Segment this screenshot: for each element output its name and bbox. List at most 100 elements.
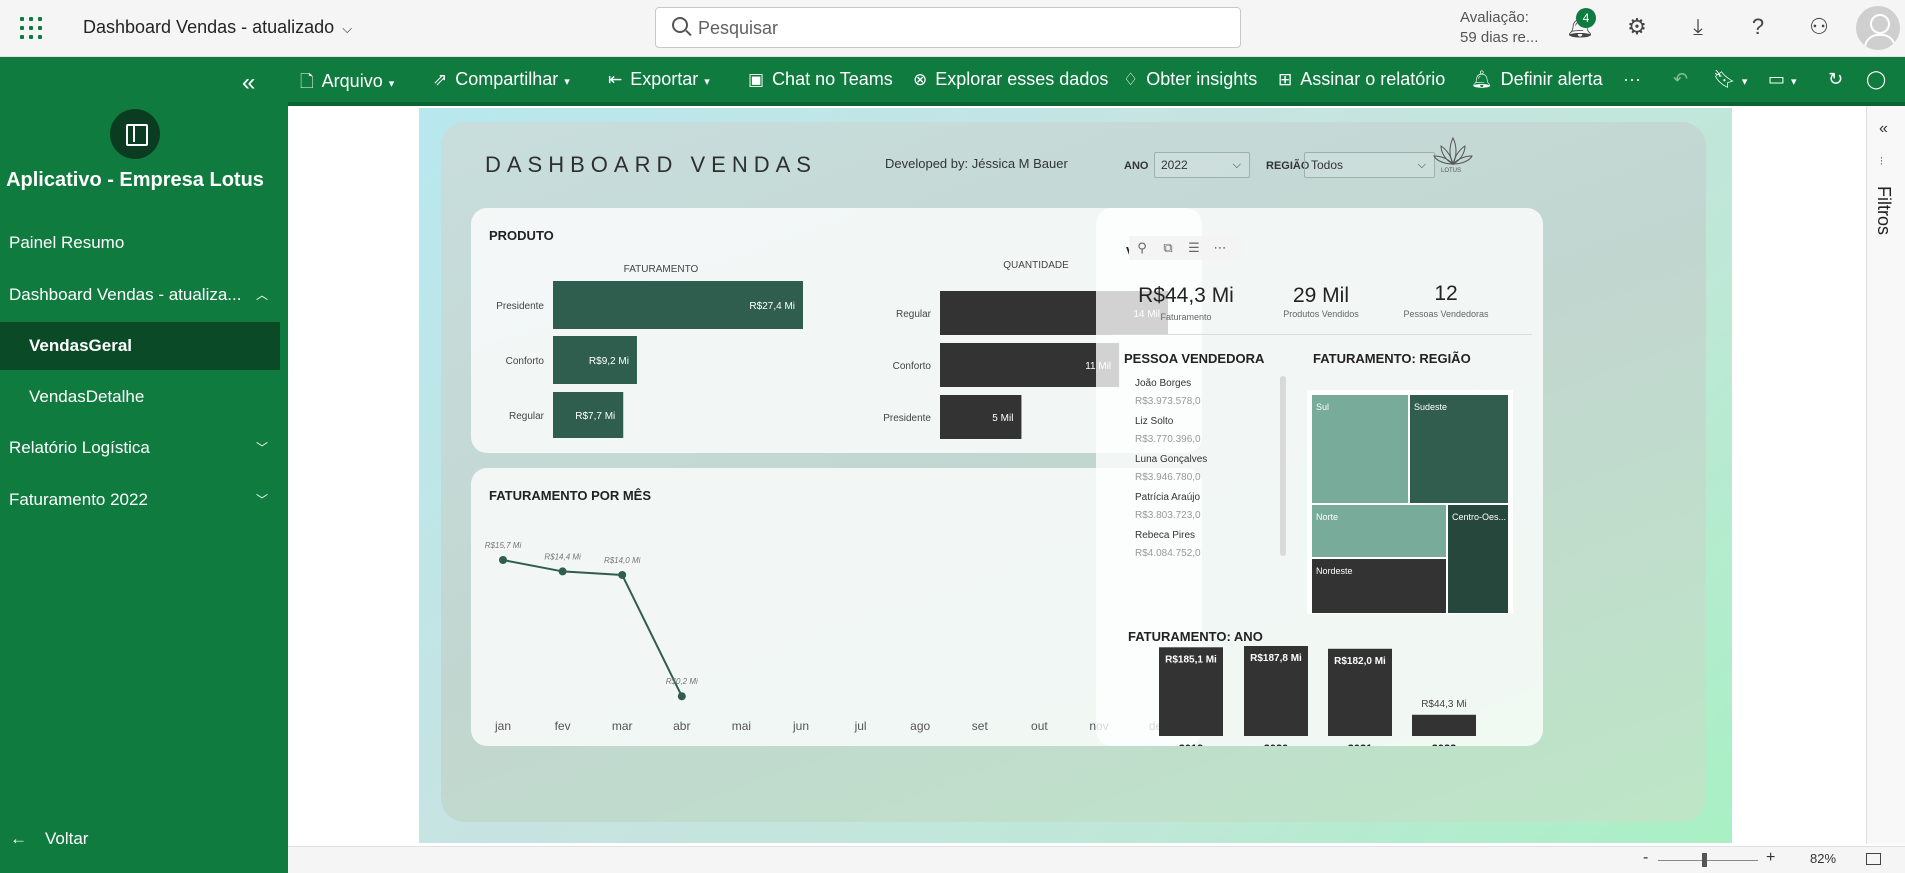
zoom-out-button[interactable]: - <box>1643 849 1649 866</box>
sellers-scrollbar[interactable] <box>1280 376 1286 556</box>
arrow-left-icon: ← <box>10 829 27 848</box>
region-title: FATURAMENTO: REGIÃO <box>1313 351 1471 366</box>
produto-panel[interactable]: PRODUTO FATURAMENTO QUANTIDADE R$27,4 Mi Pr… <box>471 208 1202 453</box>
workspace-name: Aplicativo - Empresa Lotus <box>6 169 264 191</box>
collapse-nav-icon[interactable]: « <box>242 69 256 96</box>
seller-name: Luna Gonçalves <box>1135 454 1208 465</box>
treemap-cell-label: Nordeste <box>1316 566 1353 576</box>
sidebar: « Aplicativo - Empresa Lotus Painel Resu… <box>0 57 288 873</box>
export-label: Exportar <box>630 69 699 89</box>
zoom-slider-track[interactable] <box>1658 860 1758 861</box>
zoom-in-button[interactable]: + <box>1766 849 1776 866</box>
filter-icon[interactable]: ☰ <box>1188 240 1200 255</box>
top-bar: Dashboard Vendas - atualizado ⌵ Avaliação… <box>0 0 1905 57</box>
region-slicer-label: REGIÃO <box>1266 160 1310 172</box>
faturamento-mes-data-label: R$0,2 Mi <box>666 677 698 686</box>
feedback-icon[interactable]: ⚇ <box>1809 14 1829 39</box>
chevron-down-icon: ⌵ <box>1417 159 1426 171</box>
fit-to-page-icon[interactable] <box>1866 853 1881 865</box>
sellers-list[interactable]: João Borges R$3.973.578,0 Liz Solto R$3.… <box>1122 376 1292 561</box>
subscribe-label: Assinar o relatório <box>1300 69 1446 89</box>
help-icon[interactable]: ? <box>1751 14 1765 39</box>
subscribe-report-button[interactable]: ⊞ Assinar o relatório <box>1278 69 1445 90</box>
seller-name: João Borges <box>1135 378 1192 389</box>
faturamento-mes-point <box>558 567 567 576</box>
trial-status[interactable]: Avaliação: 59 dias re... <box>1460 8 1538 48</box>
lotus-logo-icon <box>1433 136 1473 166</box>
more-options-button[interactable]: ··· <box>1623 69 1641 90</box>
year-slicer-label: ANO <box>1124 160 1149 172</box>
expand-filters-icon[interactable]: « <box>1879 120 1888 137</box>
faturamento-data-label: R$27,4 Mi <box>749 301 795 312</box>
sidebar-item-label: Relatório Logística <box>9 438 150 457</box>
share-button[interactable]: ⇗ Compartilhar ▾ <box>433 69 570 90</box>
faturamento-bar <box>553 281 803 329</box>
produto-title: PRODUTO <box>489 228 554 243</box>
bookmark-icon[interactable]: 🔖︎ ▾ <box>1713 69 1748 89</box>
kpi-divider <box>1112 334 1532 335</box>
month-tick-label: out <box>1031 719 1048 733</box>
insights-button[interactable]: ♢ Obter insights <box>1123 69 1257 90</box>
file-menu-button[interactable]: 🗋 Arquivo ▾ <box>300 69 394 98</box>
seller-value: R$3.973.578,0 <box>1135 396 1201 407</box>
chevron-down-icon: ⌵ <box>1232 159 1241 171</box>
faturamento-mes-panel[interactable]: FATURAMENTO POR MÊS jan fev mar abr mai jun ju… <box>471 468 1202 746</box>
app-title-dropdown[interactable]: Dashboard Vendas - atualizado ⌵ <box>83 17 352 38</box>
faturamento-ano-data-label: R$185,1 Mi <box>1165 654 1217 665</box>
quantidade-category-label: Regular <box>896 309 932 320</box>
download-icon[interactable]: ⤓ <box>1693 14 1703 39</box>
sidebar-item-painel-resumo[interactable]: Painel Resumo <box>0 219 280 267</box>
export-button[interactable]: ⇤ Exportar ▾ <box>608 69 710 90</box>
alert-label: Definir alerta <box>1500 69 1603 89</box>
undo-icon[interactable]: ↶ <box>1673 69 1689 89</box>
kpi-pessoas-value: 12 <box>1434 282 1458 305</box>
back-button[interactable]: ← Voltar <box>10 829 88 849</box>
refresh-icon[interactable]: ↻ <box>1828 69 1844 89</box>
month-tick-label: ago <box>910 719 930 733</box>
chevron-down-icon: ▾ <box>388 78 395 90</box>
treemap-cell-label: Sul <box>1316 402 1329 412</box>
search-input[interactable] <box>698 16 1218 40</box>
copy-icon[interactable]: ⧉ <box>1163 240 1173 255</box>
file-label: Arquivo <box>321 71 383 91</box>
sidebar-item-label: Painel Resumo <box>9 233 125 252</box>
year-slicer[interactable]: 2022 ⌵ <box>1154 152 1250 178</box>
view-icon[interactable]: ▭ ▾ <box>1768 69 1797 89</box>
gear-icon[interactable]: ⚙︎ <box>1627 14 1647 39</box>
faturamento-mes-point <box>618 570 627 579</box>
visual-header-toolbar: ⚲ ⧉ ☰ ⋯ <box>1129 236 1243 260</box>
month-tick-label: abr <box>673 719 690 733</box>
region-slicer[interactable]: Todos ⌵ <box>1304 152 1435 178</box>
more-options-icon[interactable]: ⋯ <box>1213 240 1227 255</box>
chevron-up-icon: ︿ <box>255 288 268 302</box>
export-icon: ⇤ <box>608 70 623 89</box>
treemap-cell <box>1312 505 1446 557</box>
zoom-slider-handle[interactable] <box>1702 853 1707 867</box>
avatar[interactable] <box>1856 6 1900 50</box>
seller-value: R$3.946.780,0 <box>1135 472 1201 483</box>
faturamento-mes-point <box>499 556 507 564</box>
sidebar-item-vendas-geral[interactable]: VendasGeral <box>0 322 280 370</box>
year-chart-title: FATURAMENTO: ANO <box>1128 629 1263 644</box>
search-box[interactable] <box>655 7 1241 48</box>
faturamento-ano-tick-label: 2019 <box>1179 743 1203 746</box>
teams-chat-button[interactable]: ▣ Chat no Teams <box>748 69 893 90</box>
share-icon: ⇗ <box>433 70 448 89</box>
explore-data-button[interactable]: ⊗ Explorar esses dados <box>913 69 1108 90</box>
pin-icon[interactable]: ⚲ <box>1137 240 1147 255</box>
report-page: DASHBOARD VENDAS Developed by: Jéssica M… <box>419 108 1732 843</box>
sidebar-item-relatorio-logistica[interactable]: Relatório Logística ﹀ <box>0 424 280 472</box>
comment-icon[interactable]: ◯ <box>1866 69 1887 89</box>
sidebar-item-faturamento-2022[interactable]: Faturamento 2022 ﹀ <box>0 476 280 524</box>
set-alert-button[interactable]: 🔔︎ Definir alerta <box>1471 69 1603 90</box>
file-icon: 🗋 <box>300 72 314 91</box>
app-launcher-icon[interactable] <box>20 17 42 39</box>
filters-pane[interactable]: « ⫶ Filtros <box>1866 106 1905 844</box>
sidebar-item-vendas-detalhe[interactable]: VendasDetalhe <box>0 373 280 421</box>
treemap-cell <box>1448 505 1508 613</box>
seller-name: Rebeca Pires <box>1135 530 1196 541</box>
sidebar-item-dashboard-vendas[interactable]: Dashboard Vendas - atualiza... ︿ <box>0 271 280 319</box>
faturamento-ano-chart: R$185,1 Mi 2019 R$187,8 Mi 2020 R$182,0 Mi 20… <box>1159 646 1476 746</box>
faturamento-ano-bar <box>1159 647 1223 736</box>
kpi-panel[interactable]: V o A ⚲⧉☰⋯ R$44,3 Mi Faturamento 29 Mil … <box>1096 208 1543 746</box>
